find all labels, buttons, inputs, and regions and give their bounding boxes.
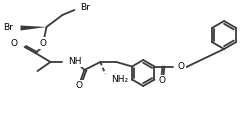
Text: NH: NH xyxy=(68,57,82,65)
Text: Br: Br xyxy=(3,23,13,32)
Text: NH₂: NH₂ xyxy=(111,74,128,84)
Text: Br: Br xyxy=(80,3,90,12)
Polygon shape xyxy=(21,25,46,30)
Text: O: O xyxy=(40,39,47,47)
Text: O: O xyxy=(10,40,18,49)
Text: O: O xyxy=(177,62,185,71)
Text: O: O xyxy=(159,76,166,85)
Text: O: O xyxy=(76,82,83,91)
